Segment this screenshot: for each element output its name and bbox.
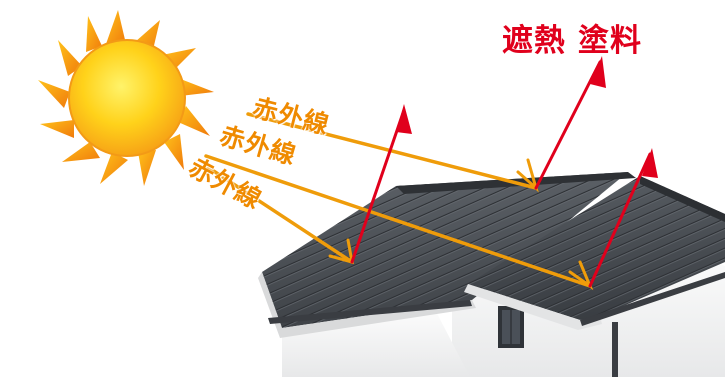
- product-title: 遮熱 塗料: [502, 15, 642, 60]
- downspout: [612, 322, 618, 377]
- sun-icon: [38, 10, 214, 186]
- house: [258, 172, 725, 377]
- reflected-arrows: [350, 56, 658, 288]
- title-word-1: 遮熱: [502, 23, 566, 59]
- title-word-2: 塗料: [578, 23, 642, 59]
